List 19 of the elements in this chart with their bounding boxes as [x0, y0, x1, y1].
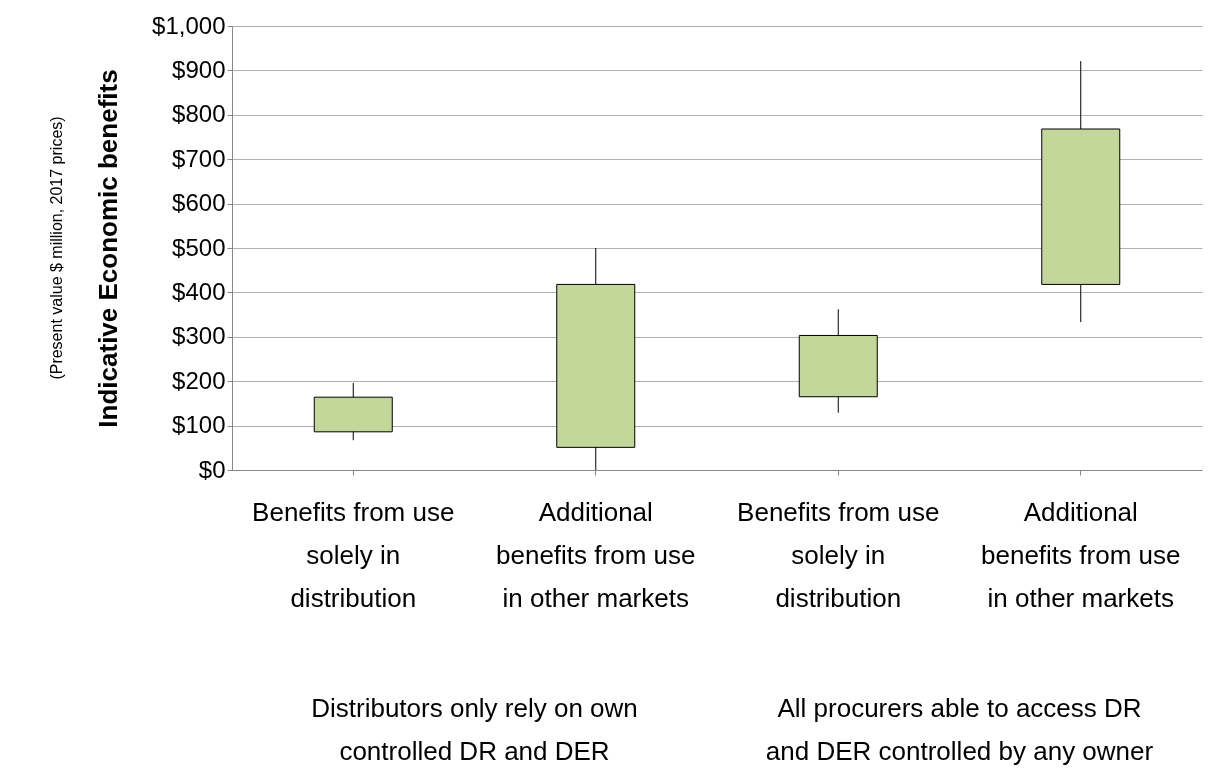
y-tick-label: $200: [172, 366, 226, 394]
y-tick-label: $1,000: [152, 11, 226, 39]
y-axis-title: Indicative Economic benefits: [93, 69, 124, 428]
y-tick-label: $600: [172, 189, 226, 217]
y-tick-label: $400: [172, 277, 226, 305]
y-tick-label: $100: [172, 411, 226, 439]
y-tick-label: $900: [172, 55, 226, 83]
y-tick-label: $0: [198, 455, 226, 483]
y-tick-label: $500: [172, 233, 226, 261]
y-tick-label: $300: [172, 322, 226, 350]
x-tick-label: Benefits from use solely in distribution: [252, 496, 455, 613]
y-tick-label: $700: [172, 144, 226, 172]
text: All procurers able to access DR and DER controlled by any owner: [765, 693, 1154, 766]
text: Distributors only rely on own controlled DR and DER: [311, 693, 638, 766]
text: (Present value $ million, 2017 prices): [48, 116, 65, 380]
x-tick-label: Additional benefits from use in other markets: [496, 496, 696, 613]
x-tick-label: Benefits from use solely in distribution: [737, 496, 940, 613]
x-tick-label: Additional benefits from use in other markets: [981, 496, 1181, 613]
y-tick-label: $800: [172, 100, 226, 128]
